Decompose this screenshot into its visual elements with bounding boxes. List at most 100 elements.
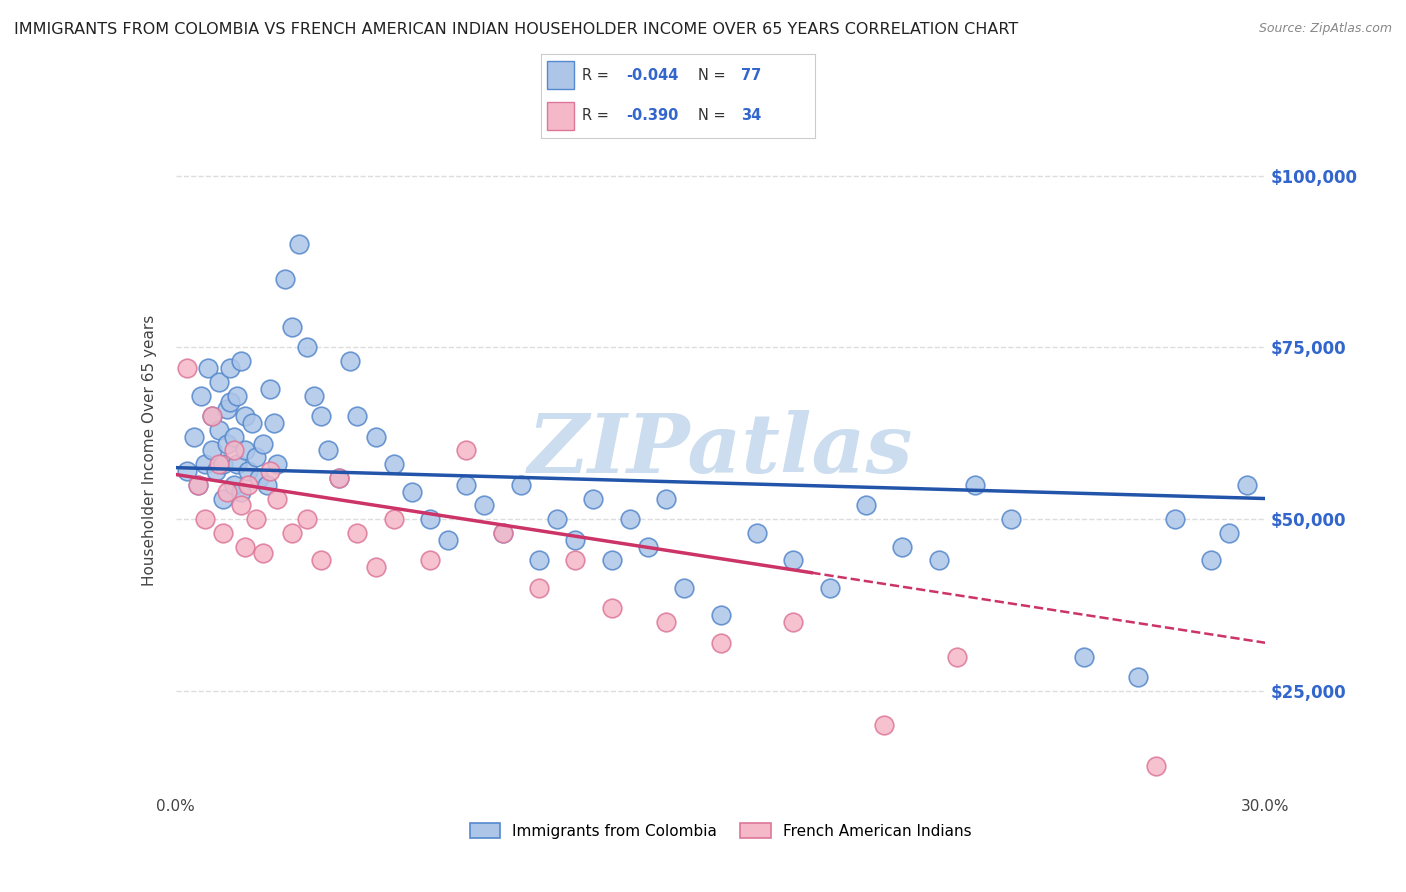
Point	[231, 484, 253, 499]
Point	[456, 443, 478, 458]
Point	[782, 553, 804, 567]
Point	[419, 512, 441, 526]
Point	[266, 457, 288, 471]
Point	[222, 478, 245, 492]
Point	[637, 540, 659, 554]
Point	[710, 636, 733, 650]
Point	[1128, 670, 1150, 684]
Point	[238, 464, 260, 478]
Point	[364, 430, 387, 444]
Point	[226, 457, 249, 471]
Point	[252, 436, 274, 450]
Text: IMMIGRANTS FROM COLOMBIA VS FRENCH AMERICAN INDIAN HOUSEHOLDER INCOME OVER 65 YE: IMMIGRANTS FROM COLOMBIA VS FRENCH AMERI…	[14, 22, 1018, 37]
Point	[212, 525, 235, 540]
Point	[492, 525, 515, 540]
Y-axis label: Householder Income Over 65 years: Householder Income Over 65 years	[142, 315, 157, 586]
Point	[318, 443, 340, 458]
Point	[364, 560, 387, 574]
Point	[339, 354, 361, 368]
Point	[382, 457, 405, 471]
Point	[492, 525, 515, 540]
Point	[281, 319, 304, 334]
Point	[309, 553, 332, 567]
Point	[474, 499, 496, 513]
Point	[245, 450, 267, 465]
Point	[818, 581, 841, 595]
Point	[619, 512, 641, 526]
Point	[183, 430, 205, 444]
Point	[266, 491, 288, 506]
Point	[309, 409, 332, 423]
Point	[247, 471, 270, 485]
Point	[238, 478, 260, 492]
Point	[419, 553, 441, 567]
Point	[201, 409, 224, 423]
Point	[328, 471, 350, 485]
Point	[1163, 512, 1185, 526]
FancyBboxPatch shape	[547, 102, 574, 130]
Point	[346, 525, 368, 540]
Point	[190, 388, 212, 402]
Point	[186, 478, 209, 492]
Point	[600, 601, 623, 615]
Point	[194, 512, 217, 526]
Point	[201, 443, 224, 458]
Point	[328, 471, 350, 485]
Point	[208, 457, 231, 471]
FancyBboxPatch shape	[547, 62, 574, 89]
Text: -0.044: -0.044	[626, 68, 679, 83]
Point	[527, 581, 550, 595]
Point	[456, 478, 478, 492]
Point	[655, 615, 678, 630]
Point	[963, 478, 986, 492]
Point	[186, 478, 209, 492]
Point	[1236, 478, 1258, 492]
Point	[288, 237, 311, 252]
Point	[527, 553, 550, 567]
Point	[176, 464, 198, 478]
Point	[928, 553, 950, 567]
Point	[509, 478, 531, 492]
Point	[295, 512, 318, 526]
Point	[259, 382, 281, 396]
Point	[401, 484, 423, 499]
Point	[302, 388, 325, 402]
Point	[673, 581, 696, 595]
Text: -0.390: -0.390	[626, 108, 679, 123]
Point	[564, 553, 586, 567]
Point	[382, 512, 405, 526]
Point	[212, 457, 235, 471]
Point	[222, 443, 245, 458]
Point	[215, 436, 238, 450]
Text: N =: N =	[697, 108, 730, 123]
Point	[222, 430, 245, 444]
Point	[582, 491, 605, 506]
Point	[1073, 649, 1095, 664]
Legend: Immigrants from Colombia, French American Indians: Immigrants from Colombia, French America…	[464, 816, 977, 845]
Point	[231, 354, 253, 368]
Point	[281, 525, 304, 540]
Text: R =: R =	[582, 68, 614, 83]
Text: Source: ZipAtlas.com: Source: ZipAtlas.com	[1258, 22, 1392, 36]
Point	[437, 533, 460, 547]
Point	[194, 457, 217, 471]
Point	[259, 464, 281, 478]
Point	[197, 361, 219, 376]
Point	[233, 540, 256, 554]
Point	[945, 649, 967, 664]
Point	[745, 525, 768, 540]
Point	[245, 512, 267, 526]
Point	[176, 361, 198, 376]
Point	[1218, 525, 1240, 540]
Point	[782, 615, 804, 630]
Point	[219, 361, 242, 376]
Point	[1000, 512, 1022, 526]
Point	[201, 409, 224, 423]
Point	[219, 395, 242, 409]
Point	[215, 484, 238, 499]
Point	[274, 271, 297, 285]
Point	[212, 491, 235, 506]
Point	[240, 416, 263, 430]
Text: R =: R =	[582, 108, 614, 123]
Point	[873, 718, 896, 732]
